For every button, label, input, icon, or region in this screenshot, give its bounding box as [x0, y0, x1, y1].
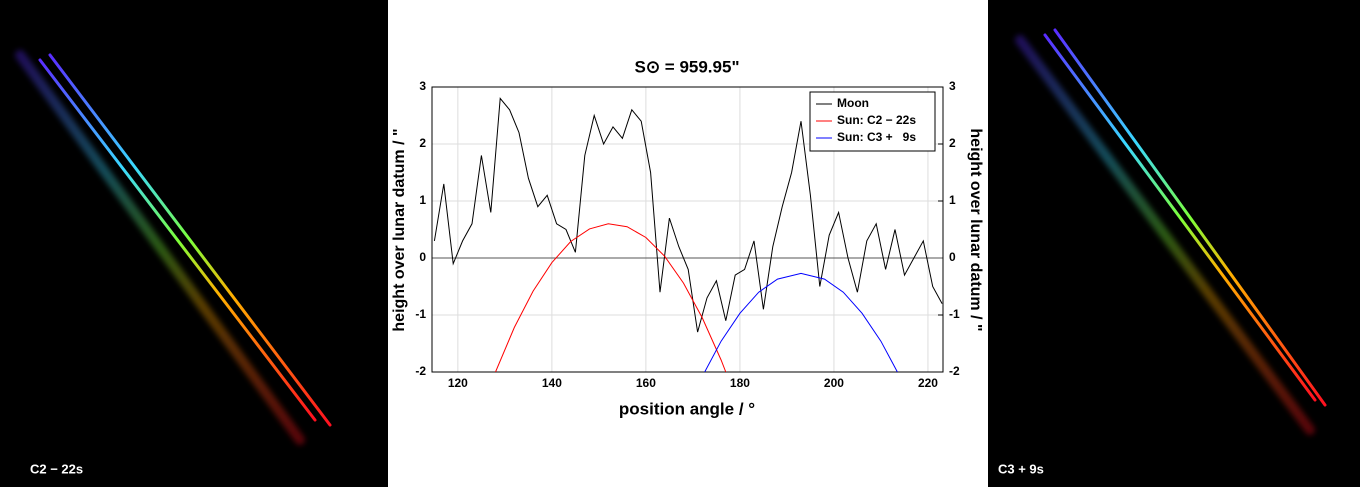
x-tick-label: 160 [636, 376, 656, 390]
y-tick-label: -1 [415, 307, 426, 321]
x-tick-label: 220 [918, 376, 938, 390]
right-photo-label: C3 + 9s [998, 461, 1044, 476]
legend-label: Sun: C2 − 22s [837, 113, 916, 127]
y-tick-label: -2 [415, 364, 426, 378]
right-spectrum [1015, 28, 1327, 435]
x-tick-label: 120 [448, 376, 468, 390]
y2-tick-label: 2 [949, 136, 956, 150]
series-line [495, 223, 727, 372]
chart-title: S⊙ = 959.95" [634, 57, 739, 76]
y2-tick-label: -1 [949, 307, 960, 321]
y2-tick-label: 3 [949, 79, 956, 93]
y-tick-label: 2 [419, 136, 426, 150]
series-line [433, 97, 943, 333]
x-tick-label: 200 [824, 376, 844, 390]
y-tick-label: 1 [419, 193, 426, 207]
y-axis-label: height over lunar datum / " [391, 128, 408, 331]
y2-tick-label: -2 [949, 364, 960, 378]
y2-tick-label: 1 [949, 193, 956, 207]
legend-label: Sun: C3 + 9s [837, 130, 916, 144]
y-tick-label: 0 [419, 250, 426, 264]
y2-axis-label: height over lunar datum / " [967, 128, 984, 331]
y2-tick-label: 0 [949, 250, 956, 264]
left-photo-label: C2 − 22s [30, 461, 83, 476]
y-tick-label: 3 [419, 79, 426, 93]
left-spectrum [15, 50, 332, 445]
series-line [704, 272, 898, 372]
x-axis-label: position angle / ° [619, 399, 755, 418]
x-tick-label: 180 [730, 376, 750, 390]
legend-label: Moon [837, 96, 869, 110]
plot-frame [431, 86, 944, 373]
x-tick-label: 140 [542, 376, 562, 390]
